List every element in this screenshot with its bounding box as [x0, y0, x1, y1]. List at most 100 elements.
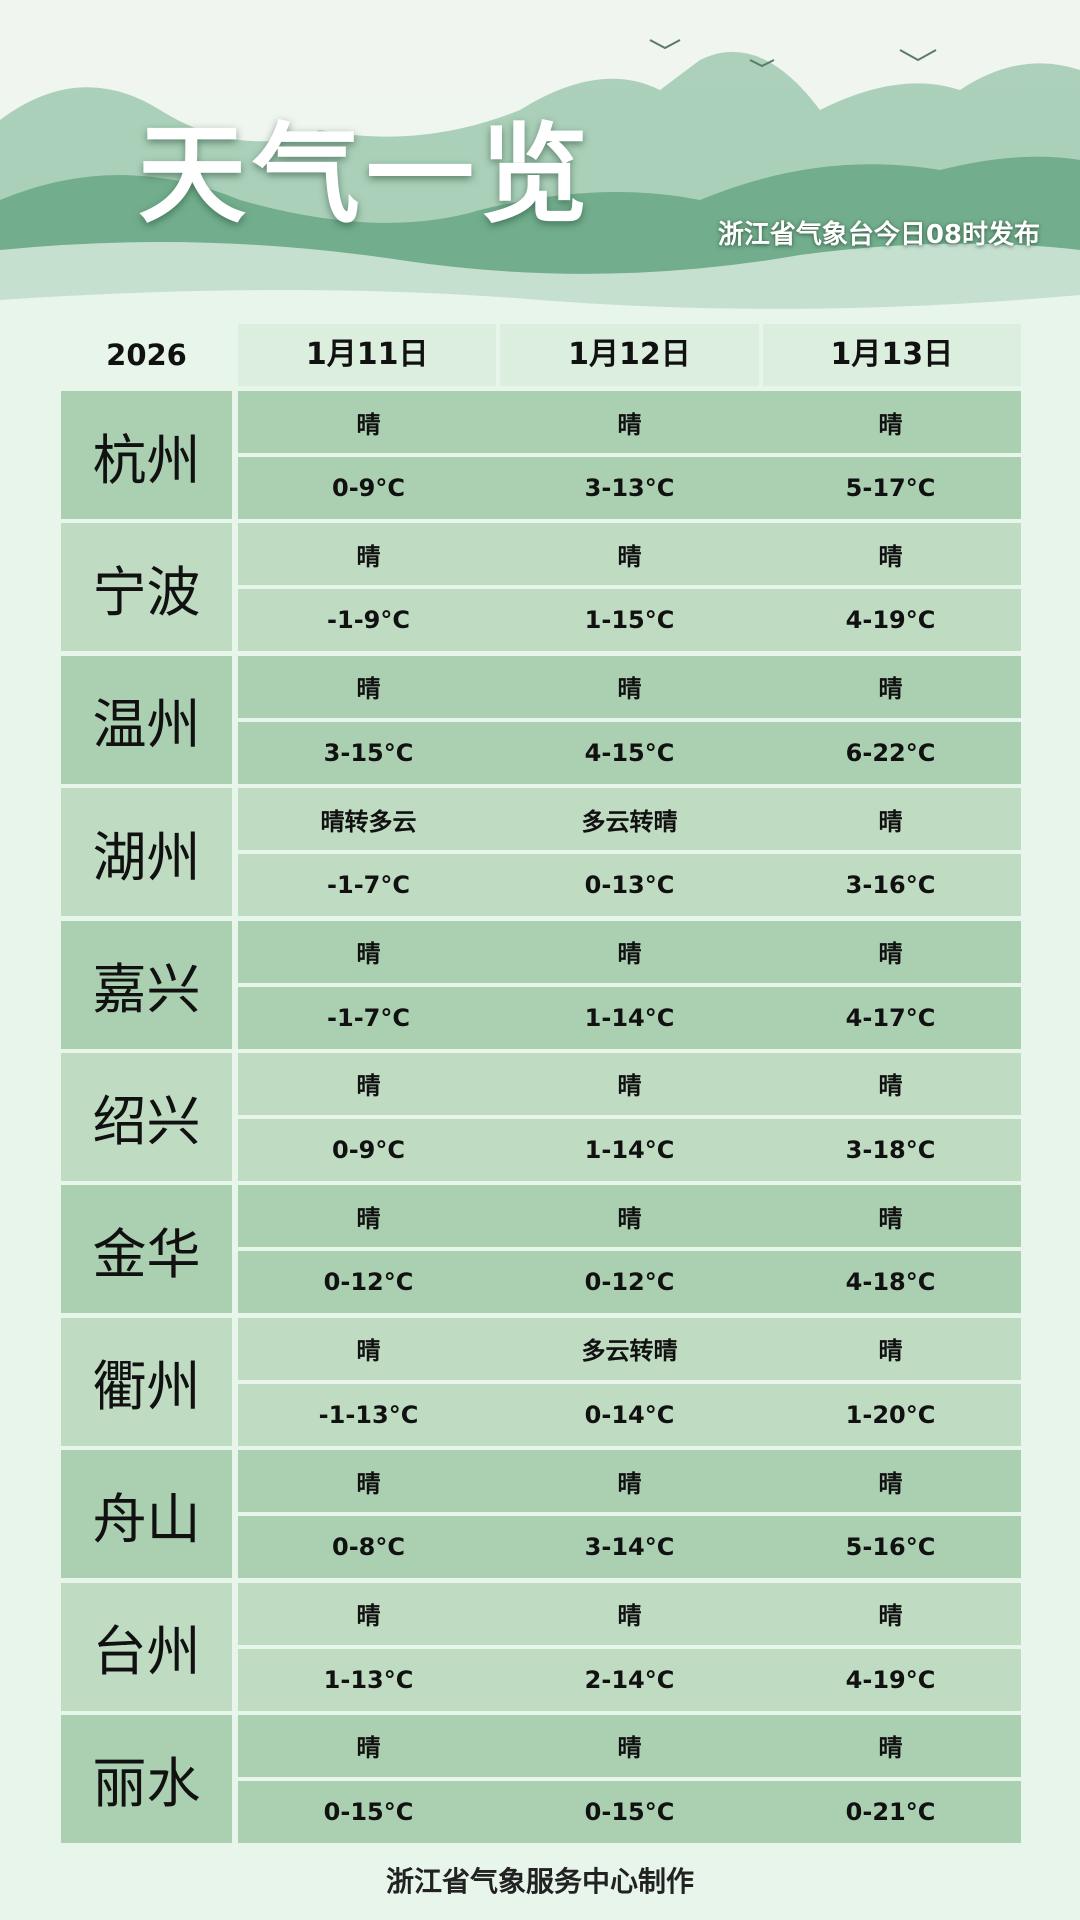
- city-row: 衢州 晴 多云转晴 晴 -1-13°C 0-14°C 1-20°C: [61, 1317, 1021, 1446]
- temp-cell: 0-12°C: [323, 1268, 414, 1297]
- weather-row: 晴晴晴: [238, 655, 1021, 718]
- temp-row: 1-13°C 2-14°C 4-19°C: [238, 1648, 1021, 1711]
- date-header: 1月12日: [500, 324, 759, 386]
- city-forecast: 晴 晴 晴 -1-7°C 1-14°C 4-17°C: [238, 920, 1021, 1049]
- temp-cell: 4-19°C: [845, 1665, 936, 1694]
- temp-cell: 2-14°C: [584, 1665, 675, 1694]
- weather-cell: 晴: [878, 542, 903, 571]
- weather-cell: 晴: [356, 410, 381, 439]
- city-row: 台州 晴 晴 晴 1-13°C 2-14°C 4-19°C: [61, 1582, 1021, 1711]
- weather-cell: 多云转晴: [581, 1337, 678, 1366]
- temp-cell: 3-16°C: [845, 871, 936, 900]
- year-label: 2026: [106, 338, 187, 372]
- temp-cell: 5-17°C: [845, 474, 936, 502]
- temp-cell: 0-13°C: [584, 871, 675, 900]
- weather-cell: 晴: [878, 410, 903, 439]
- temp-cell: 4-15°C: [584, 738, 675, 767]
- city-row: 金华 晴 晴 晴 0-12°C 0-12°C 4-18°C: [61, 1185, 1021, 1314]
- city-forecast: 晴 晴 晴 0-9°C 3-13°C 5-17°C: [238, 391, 1021, 519]
- city-forecast: 晴转多云 多云转晴 晴 -1-7°C 0-13°C 3-16°C: [238, 788, 1021, 917]
- city-row: 舟山 晴 晴 晴 0-8°C 3-14°C 5-16°C: [61, 1450, 1021, 1579]
- date-header: 1月11日: [238, 324, 497, 386]
- weather-cell: 晴: [356, 1734, 381, 1763]
- city-name: 湖州: [61, 788, 232, 917]
- weather-cell: 晴: [617, 940, 642, 969]
- date-header-row: 1月11日 1月12日 1月13日: [238, 324, 1021, 386]
- city-forecast: 晴 晴 晴 0-8°C 3-14°C 5-16°C: [238, 1450, 1021, 1579]
- city-forecast: 晴 晴 晴 0-12°C 0-12°C 4-18°C: [238, 1185, 1021, 1314]
- weather-cell: 晴: [356, 1602, 381, 1631]
- temp-cell: -1-7°C: [327, 1003, 410, 1032]
- city-name: 宁波: [61, 523, 232, 652]
- temp-cell: 3-15°C: [323, 738, 414, 767]
- weather-cell: 晴: [878, 1469, 903, 1498]
- city-row: 丽水 晴 晴 晴 0-15°C 0-15°C 0-21°C: [61, 1714, 1021, 1843]
- temp-cell: 4-18°C: [845, 1268, 936, 1297]
- forecast-table: 杭州晴晴晴 0-9°C 3-13°C 5-17°C 宁波晴晴晴 -1-9°C 1-15°C 4…: [61, 391, 1021, 1847]
- temp-row: 0-8°C 3-14°C 5-16°C: [238, 1516, 1021, 1579]
- weather-row: 晴晴晴: [238, 523, 1021, 586]
- weather-cell: 晴: [356, 542, 381, 571]
- weather-row: 晴晴晴: [238, 391, 1021, 453]
- city-name: 绍兴: [61, 1052, 232, 1181]
- weather-row: 晴晴晴: [238, 1450, 1021, 1513]
- weather-cell: 晴: [617, 1734, 642, 1763]
- temp-cell: 0-9°C: [332, 474, 405, 502]
- city-row: 宁波 晴 晴 晴 -1-9°C 1-15°C 4-19°C: [61, 523, 1021, 652]
- temp-cell: 3-14°C: [584, 1533, 675, 1562]
- date-header: 1月13日: [762, 324, 1021, 386]
- weather-row: 晴晴晴: [238, 1582, 1021, 1645]
- weather-cell: 晴: [878, 675, 903, 704]
- weather-cell: 晴: [617, 1072, 642, 1101]
- temp-cell: 0-15°C: [323, 1797, 414, 1826]
- city-forecast: 晴 晴 晴 3-15°C 4-15°C 6-22°C: [238, 655, 1021, 784]
- temp-cell: 0-21°C: [845, 1797, 936, 1826]
- temp-row: -1-9°C 1-15°C 4-19°C: [238, 589, 1021, 652]
- temp-cell: 0-12°C: [584, 1268, 675, 1297]
- weather-row: 晴晴晴: [238, 920, 1021, 983]
- weather-row: 晴晴晴: [238, 1052, 1021, 1115]
- temp-cell: -1-13°C: [318, 1400, 419, 1429]
- city-name: 金华: [61, 1185, 232, 1314]
- city-forecast: 晴 晴 晴 0-9°C 1-14°C 3-18°C: [238, 1052, 1021, 1181]
- temp-cell: 1-13°C: [323, 1665, 414, 1694]
- weather-row: 晴 多云转晴 晴: [238, 1317, 1021, 1380]
- weather-cell: 晴: [617, 675, 642, 704]
- temp-cell: -1-7°C: [327, 871, 410, 900]
- temp-cell: 0-15°C: [584, 1797, 675, 1826]
- temp-cell: 1-14°C: [584, 1003, 675, 1032]
- weather-cell: 晴转多云: [320, 807, 417, 836]
- temp-cell: 4-19°C: [845, 606, 936, 635]
- footer-credit: 浙江省气象服务中心制作: [385, 1865, 694, 1898]
- weather-cell: 晴: [617, 1469, 642, 1498]
- weather-row: 晴晴晴: [238, 1714, 1021, 1777]
- temp-cell: 4-17°C: [845, 1003, 936, 1032]
- temp-row: -1-13°C 0-14°C 1-20°C: [238, 1383, 1021, 1446]
- temp-cell: 0-8°C: [332, 1533, 405, 1562]
- weather-cell: 晴: [617, 1204, 642, 1233]
- weather-cell: 晴: [617, 542, 642, 571]
- temp-cell: -1-9°C: [327, 606, 410, 635]
- weather-row: 晴晴晴: [238, 1185, 1021, 1248]
- temp-cell: 1-20°C: [845, 1400, 936, 1429]
- weather-cell: 晴: [356, 1204, 381, 1233]
- city-name: 衢州: [61, 1317, 232, 1446]
- weather-cell: 晴: [356, 940, 381, 969]
- publish-info: 浙江省气象台今日08时发布: [717, 220, 1040, 250]
- city-forecast: 晴 晴 晴 1-13°C 2-14°C 4-19°C: [238, 1582, 1021, 1711]
- weather-cell: 晴: [878, 940, 903, 969]
- weather-cell: 晴: [878, 1204, 903, 1233]
- city-row: 杭州 晴 晴 晴 0-9°C 3-13°C 5-17°C: [61, 391, 1021, 519]
- temp-cell: 5-16°C: [845, 1533, 936, 1562]
- city-name: 温州: [61, 655, 232, 784]
- city-forecast: 晴 晴 晴 0-15°C 0-15°C 0-21°C: [238, 1714, 1021, 1843]
- temp-cell: 3-13°C: [584, 474, 675, 502]
- temp-cell: 3-18°C: [845, 1135, 936, 1164]
- weather-cell: 晴: [356, 1469, 381, 1498]
- weather-cell: 晴: [617, 1602, 642, 1631]
- temp-row: 0-9°C 3-13°C 5-17°C: [238, 457, 1021, 519]
- city-name: 舟山: [61, 1450, 232, 1579]
- city-row: 温州 晴 晴 晴 3-15°C 4-15°C 6-22°C: [61, 655, 1021, 784]
- city-name: 嘉兴: [61, 920, 232, 1049]
- weather-cell: 晴: [878, 1734, 903, 1763]
